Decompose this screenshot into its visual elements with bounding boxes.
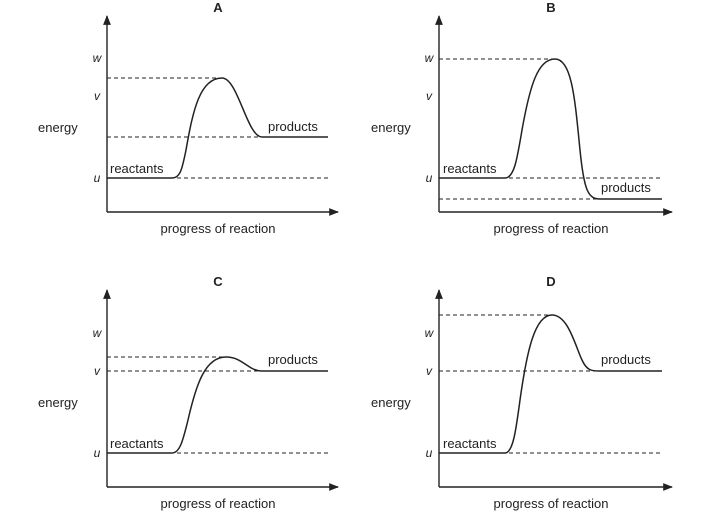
level-v-label: v [94,364,101,378]
energy-curve [439,58,662,200]
level-w-label: w [93,51,103,65]
reactants-label: reactants [110,161,164,176]
graph-a: A w v u energy reactants products progre… [38,0,339,236]
level-w-label: w [425,51,435,65]
level-v-label: v [426,364,433,378]
energy-curve [107,356,328,454]
products-label: products [601,180,651,195]
graph-title: A [213,0,223,15]
x-axis-label: progress of reaction [494,496,609,511]
energy-curve [107,77,328,179]
graph-title: D [546,274,555,289]
x-axis-label: progress of reaction [161,221,276,236]
products-label: products [268,352,318,367]
level-u-label: u [94,171,101,185]
level-v-label: v [426,89,433,103]
reactants-label: reactants [443,436,497,451]
level-v-label: v [94,89,101,103]
reactants-label: reactants [443,161,497,176]
y-axis-label: energy [38,395,78,410]
products-label: products [268,119,318,134]
y-axis-label: energy [371,395,411,410]
graph-d: D w v u energy reactants products progre… [371,274,673,511]
graph-c: C w v u energy reactants products progre… [38,274,339,511]
level-w-label: w [93,326,103,340]
y-axis-label: energy [38,120,78,135]
energy-curve [439,314,662,454]
level-u-label: u [426,171,433,185]
x-axis-label: progress of reaction [161,496,276,511]
level-u-label: u [94,446,101,460]
graph-b: B w v u energy reactants products progre… [371,0,673,236]
graph-title: C [213,274,223,289]
y-axis-label: energy [371,120,411,135]
reactants-label: reactants [110,436,164,451]
products-label: products [601,352,651,367]
graph-title: B [546,0,555,15]
level-w-label: w [425,326,435,340]
level-u-label: u [426,446,433,460]
x-axis-label: progress of reaction [494,221,609,236]
